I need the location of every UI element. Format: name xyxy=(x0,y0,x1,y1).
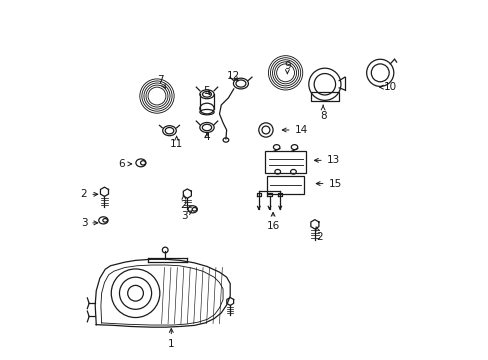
Text: 15: 15 xyxy=(316,179,341,189)
Text: 7: 7 xyxy=(157,75,165,88)
Text: 5: 5 xyxy=(203,86,210,96)
Bar xyxy=(264,152,305,173)
Text: 2: 2 xyxy=(181,194,187,210)
Text: 14: 14 xyxy=(282,125,307,135)
Text: 8: 8 xyxy=(319,105,325,121)
Text: 16: 16 xyxy=(266,212,279,231)
Text: 9: 9 xyxy=(284,61,290,74)
Text: 10: 10 xyxy=(379,82,396,92)
Text: 13: 13 xyxy=(314,156,339,165)
Text: 2: 2 xyxy=(81,189,98,199)
Text: 3: 3 xyxy=(181,211,192,221)
Text: 11: 11 xyxy=(170,136,183,149)
Text: 1: 1 xyxy=(167,329,174,349)
Text: 6: 6 xyxy=(118,159,131,169)
Text: 12: 12 xyxy=(227,71,240,81)
Bar xyxy=(266,176,304,194)
Text: 4: 4 xyxy=(203,132,210,142)
Text: 3: 3 xyxy=(81,218,98,228)
Bar xyxy=(310,92,339,101)
Text: 2: 2 xyxy=(315,227,323,242)
